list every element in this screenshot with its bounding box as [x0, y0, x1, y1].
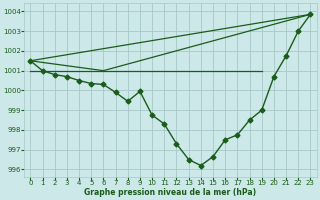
X-axis label: Graphe pression niveau de la mer (hPa): Graphe pression niveau de la mer (hPa) — [84, 188, 256, 197]
